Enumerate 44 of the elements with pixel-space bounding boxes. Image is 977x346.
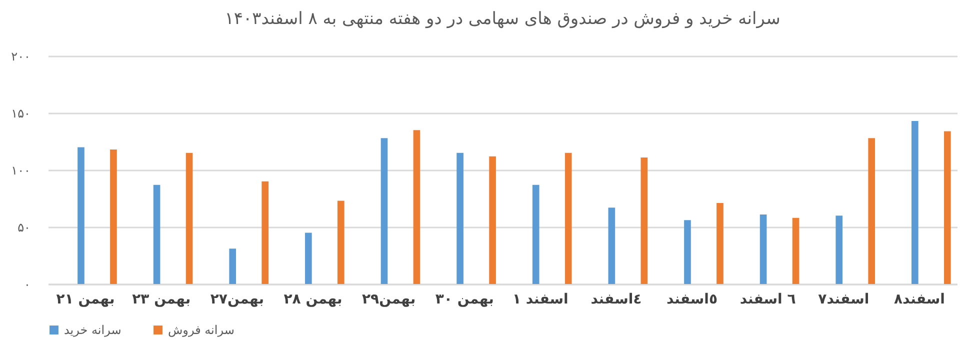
bar xyxy=(78,147,84,284)
bar xyxy=(186,152,193,284)
x-tick-label: ۲۸ بهمن xyxy=(284,292,342,308)
bar xyxy=(608,208,616,284)
bar xyxy=(684,220,691,284)
x-tick-label: ۲۹بهمن xyxy=(362,292,416,308)
bar xyxy=(944,131,951,284)
y-tick-label: ۰ xyxy=(24,278,30,292)
legend-label: سرانه خرید xyxy=(64,323,122,337)
bar xyxy=(836,216,843,284)
x-tick-label: ۲۳ بهمن xyxy=(132,292,191,308)
bar xyxy=(229,248,236,284)
bar xyxy=(262,181,269,284)
bar xyxy=(380,138,388,284)
x-tick-label: ۲۷بهمن xyxy=(210,292,264,308)
bar xyxy=(489,156,496,284)
bar xyxy=(792,218,800,284)
y-tick-label: ۵۰ xyxy=(18,220,30,234)
x-tick-label: ۳۰ بهمن xyxy=(435,292,494,308)
x-tick-label: ٤اسفند xyxy=(590,292,642,308)
x-tick-label: ۸اسفند xyxy=(894,292,945,308)
bar xyxy=(640,157,648,284)
x-tick-label: ۲۱ بهمن xyxy=(56,292,115,308)
x-tick-label: ۷اسفند xyxy=(818,292,870,308)
y-tick-label: ۲۰۰ xyxy=(11,50,30,64)
bar xyxy=(532,184,540,284)
y-tick-label: ۱۵۰ xyxy=(11,106,30,120)
bar xyxy=(564,152,572,284)
bar xyxy=(338,200,344,284)
bar xyxy=(912,120,918,284)
bar xyxy=(305,232,312,284)
bar xyxy=(413,130,420,284)
bar xyxy=(456,152,464,284)
legend-label: سرانه فروش xyxy=(168,323,234,337)
x-tick-label: ٦ اسفند xyxy=(740,292,796,308)
bar xyxy=(760,214,767,284)
chart-title: سرانه خرید و فروش در صندوق های سهامی در دو هفته منتهی به ۸ اسفند۱۴۰۳ xyxy=(224,9,780,29)
bar xyxy=(716,203,724,284)
bar xyxy=(110,149,117,284)
bar xyxy=(868,138,876,284)
x-tick-label: ٥اسفند xyxy=(666,292,718,308)
y-tick-label: ۱۰۰ xyxy=(11,164,30,178)
bar xyxy=(153,184,160,284)
x-tick-label: ۱ اسفند xyxy=(512,292,568,308)
